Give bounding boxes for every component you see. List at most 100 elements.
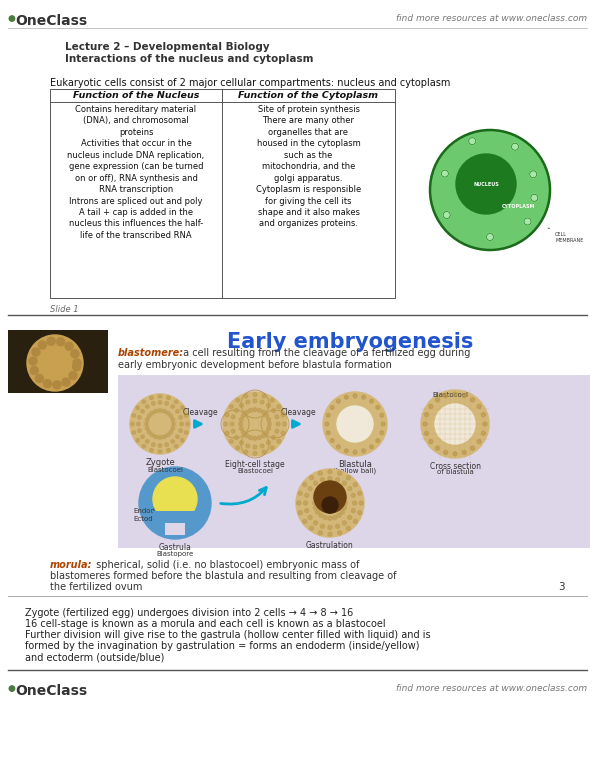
Circle shape [380,413,384,417]
Circle shape [139,467,211,539]
Circle shape [362,449,365,453]
Circle shape [296,469,364,537]
Circle shape [57,338,65,346]
Circle shape [130,394,190,454]
Circle shape [421,390,489,458]
Circle shape [171,405,174,408]
Circle shape [141,410,145,413]
Circle shape [30,367,38,374]
Circle shape [298,491,302,495]
Circle shape [32,348,40,356]
Circle shape [169,430,173,434]
Circle shape [268,422,271,426]
Circle shape [275,429,279,433]
Circle shape [231,429,235,433]
Circle shape [303,501,308,505]
Circle shape [309,476,314,480]
Circle shape [174,444,178,448]
Text: Function of the Nucleus: Function of the Nucleus [73,91,199,100]
Circle shape [142,400,146,403]
Circle shape [165,402,168,405]
Circle shape [481,431,486,435]
Circle shape [184,430,188,434]
Circle shape [380,430,384,434]
Circle shape [162,435,166,439]
Circle shape [328,477,332,480]
Text: Contains hereditary material
(DNA), and chromosomal
proteins
Activities that occ: Contains hereditary material (DNA), and … [67,105,205,240]
Text: Eight-cell stage: Eight-cell stage [225,460,285,469]
Circle shape [483,422,487,426]
Circle shape [376,439,380,443]
Circle shape [456,154,516,214]
Circle shape [325,422,329,426]
Circle shape [346,476,350,480]
Circle shape [176,435,179,438]
Circle shape [249,408,252,412]
Circle shape [312,501,317,505]
Circle shape [345,395,348,399]
Circle shape [277,440,281,444]
Circle shape [276,422,280,426]
Circle shape [148,430,151,434]
Circle shape [246,444,250,448]
Circle shape [337,514,341,517]
Text: Function of the Cytoplasm: Function of the Cytoplasm [239,91,378,100]
Circle shape [265,413,268,417]
Circle shape [137,416,141,419]
Text: Cleavage: Cleavage [280,408,316,417]
Circle shape [150,396,154,400]
Circle shape [323,487,327,490]
Circle shape [336,477,340,482]
Circle shape [229,405,233,409]
Circle shape [151,411,154,415]
Circle shape [477,404,481,408]
Circle shape [267,417,271,421]
Circle shape [336,524,340,528]
Circle shape [345,449,348,453]
Circle shape [231,415,235,419]
Circle shape [262,450,266,454]
Circle shape [337,400,340,403]
Circle shape [253,407,257,411]
Circle shape [333,487,337,490]
Circle shape [234,436,238,440]
Circle shape [180,406,184,410]
Circle shape [275,415,279,419]
Circle shape [328,486,332,490]
Circle shape [36,374,43,383]
Circle shape [337,406,373,442]
Circle shape [337,445,340,449]
Circle shape [462,450,466,454]
Circle shape [267,427,271,430]
Circle shape [158,444,162,447]
Circle shape [462,393,466,397]
Circle shape [347,487,352,490]
Text: Zygote (fertilized egg) undergoes division into 2 cells → 4 → 8 → 16: Zygote (fertilized egg) undergoes divisi… [25,608,353,618]
Circle shape [512,143,518,150]
Circle shape [328,516,332,521]
Circle shape [253,399,257,403]
Circle shape [150,448,154,452]
Circle shape [308,515,312,520]
Circle shape [174,400,178,403]
Circle shape [424,413,428,417]
Circle shape [481,413,486,417]
Circle shape [314,481,318,485]
Text: Ectoderm: Ectoderm [133,516,167,522]
Text: Site of protein synthesis
There are many other
organelles that are
housed in the: Site of protein synthesis There are many… [256,105,361,229]
Circle shape [165,443,168,447]
Circle shape [53,381,61,389]
Circle shape [176,410,179,413]
Circle shape [158,450,162,454]
Circle shape [151,433,154,437]
Circle shape [328,525,332,530]
Circle shape [152,443,155,447]
Circle shape [154,410,158,413]
Circle shape [362,395,365,399]
Text: 3: 3 [558,582,565,592]
Circle shape [298,511,302,514]
Circle shape [137,422,140,426]
Text: Blastocoel: Blastocoel [237,468,273,474]
Circle shape [323,515,327,520]
Circle shape [443,212,450,219]
